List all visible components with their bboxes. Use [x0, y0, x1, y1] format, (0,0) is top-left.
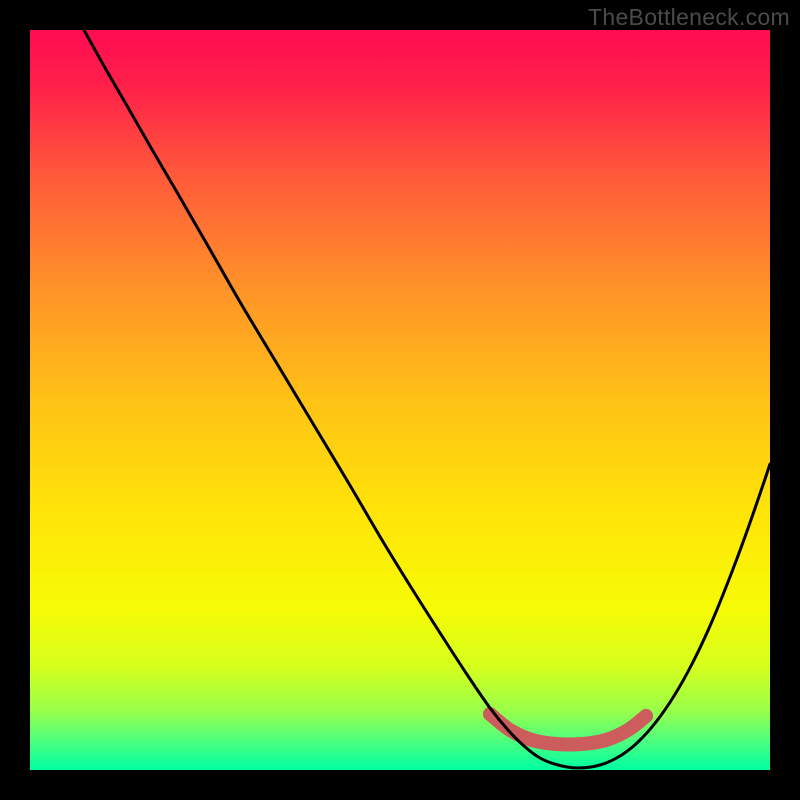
- chart-area: [30, 30, 770, 770]
- flat-zone-band: [490, 714, 646, 745]
- frame-left: [0, 0, 30, 800]
- frame-right: [770, 0, 800, 800]
- watermark-text: TheBottleneck.com: [588, 4, 790, 31]
- frame-bottom: [0, 770, 800, 800]
- flat-zone-dot-right: [639, 709, 653, 723]
- bottleneck-curve: [84, 30, 770, 768]
- curve-layer: [30, 30, 770, 770]
